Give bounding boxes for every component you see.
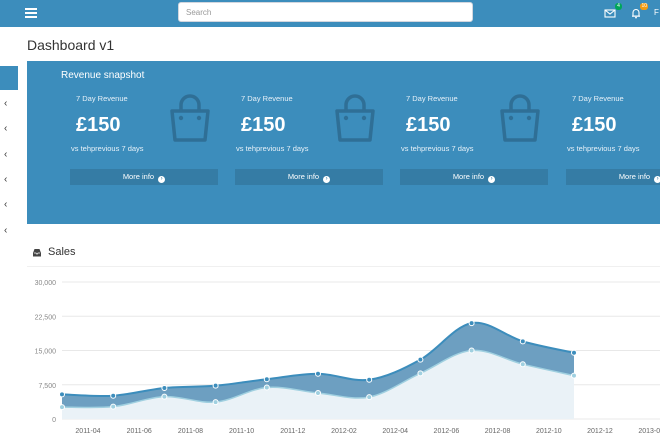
y-tick-label: 22,500 [35, 314, 57, 321]
x-tick-label: 2013-02 [638, 428, 660, 435]
revenue-card: 7 Day Revenue £150 vs tehprevious 7 days… [566, 61, 660, 224]
card-subtext: vs tehprevious 7 days [236, 144, 309, 153]
user-menu[interactable]: F [654, 8, 659, 17]
more-info-button[interactable]: More info › [400, 169, 548, 185]
data-point [315, 370, 321, 377]
chevron-left-icon[interactable]: ‹ [4, 123, 8, 134]
series-area-1 [62, 322, 574, 408]
data-point [571, 349, 577, 356]
arrow-right-circle-icon: › [158, 176, 166, 183]
data-point [212, 382, 219, 389]
more-info-button[interactable]: More info › [235, 169, 383, 185]
mail-badge: 4 [615, 3, 622, 10]
notifications-badge: 10 [640, 3, 648, 10]
x-tick-label: 2012-10 [536, 428, 562, 435]
arrow-right-circle-icon: › [654, 176, 660, 183]
x-tick-label: 2011-04 [75, 428, 100, 435]
chevron-left-icon[interactable]: ‹ [4, 199, 8, 210]
data-point [110, 392, 117, 399]
data-point [110, 403, 117, 410]
x-tick-label: 2012-12 [587, 428, 613, 435]
bell-icon[interactable]: 10 [630, 3, 648, 20]
x-tick-label: 2012-04 [382, 428, 408, 435]
page-title: Dashboard v1 [27, 37, 115, 53]
y-tick-label: 30,000 [35, 280, 57, 287]
data-point [315, 389, 321, 396]
data-point [417, 370, 424, 377]
series-area-2 [62, 350, 574, 419]
x-tick-label: 2011-08 [178, 428, 203, 435]
chevron-left-icon[interactable]: ‹ [4, 149, 8, 160]
mail-icon[interactable]: 4 [604, 3, 622, 20]
arrow-right-circle-icon: › [488, 176, 496, 183]
data-point [417, 356, 424, 363]
x-tick-label: 2011-12 [280, 428, 305, 435]
more-info-button[interactable]: More info › [566, 169, 660, 185]
revenue-card: 7 Day Revenue £150 vs tehprevious 7 days… [400, 61, 550, 224]
inbox-icon [33, 249, 41, 257]
card-subtext: vs tehprevious 7 days [71, 144, 144, 153]
x-tick-label: 2012-08 [485, 428, 511, 435]
shopping-bag-icon [500, 94, 540, 142]
card-value: £150 [572, 114, 617, 136]
shopping-bag-icon [170, 94, 210, 142]
search-input[interactable] [178, 2, 473, 22]
shopping-bag-icon [335, 94, 375, 142]
data-point [519, 361, 526, 368]
data-point [366, 376, 373, 383]
revenue-card: 7 Day Revenue £150 vs tehprevious 7 days… [235, 61, 385, 224]
arrow-right-circle-icon: › [323, 176, 331, 183]
revenue-card: 7 Day Revenue £150 vs tehprevious 7 days… [70, 61, 220, 224]
card-value: £150 [241, 114, 286, 136]
card-label: 7 Day Revenue [572, 94, 624, 103]
chevron-left-icon[interactable]: ‹ [4, 174, 8, 185]
card-label: 7 Day Revenue [241, 94, 293, 103]
card-value: £150 [76, 114, 121, 136]
top-navbar: 4 10 F [0, 0, 660, 27]
data-point [519, 338, 526, 345]
data-point [571, 372, 577, 379]
chevron-left-icon[interactable]: ‹ [4, 225, 8, 236]
x-tick-label: 2012-06 [434, 428, 460, 435]
y-tick-label: 0 [52, 417, 56, 424]
sales-title: Sales [48, 246, 76, 258]
sales-area-chart: 30,000 22,500 15,000 7,500 0 2011-04 2011-06 20… [35, 280, 660, 435]
more-info-button[interactable]: More info › [70, 169, 218, 185]
data-point [263, 376, 270, 383]
data-point [161, 384, 168, 391]
data-point [161, 393, 168, 400]
menu-toggle-button[interactable] [25, 6, 37, 20]
data-point [468, 347, 475, 354]
y-tick-label: 7,500 [38, 383, 56, 390]
card-label: 7 Day Revenue [76, 94, 128, 103]
data-point [59, 404, 65, 411]
card-label: 7 Day Revenue [406, 94, 458, 103]
sidebar-item-active[interactable] [0, 66, 18, 90]
divider [27, 266, 660, 267]
x-tick-label: 2012-02 [331, 428, 357, 435]
data-point [59, 391, 65, 398]
x-tick-label: 2011-06 [127, 428, 152, 435]
data-point [366, 394, 373, 401]
data-point [468, 320, 475, 327]
card-subtext: vs tehprevious 7 days [401, 144, 474, 153]
card-subtext: vs tehprevious 7 days [567, 144, 640, 153]
data-point [212, 399, 219, 406]
chevron-left-icon[interactable]: ‹ [4, 98, 8, 109]
y-tick-label: 15,000 [35, 349, 57, 356]
revenue-snapshot-panel: Revenue snapshot 7 Day Revenue £150 vs t… [27, 61, 660, 224]
card-value: £150 [406, 114, 451, 136]
panel-title: Revenue snapshot [61, 70, 145, 81]
x-tick-label: 2011-10 [229, 428, 254, 435]
data-point [263, 384, 270, 391]
